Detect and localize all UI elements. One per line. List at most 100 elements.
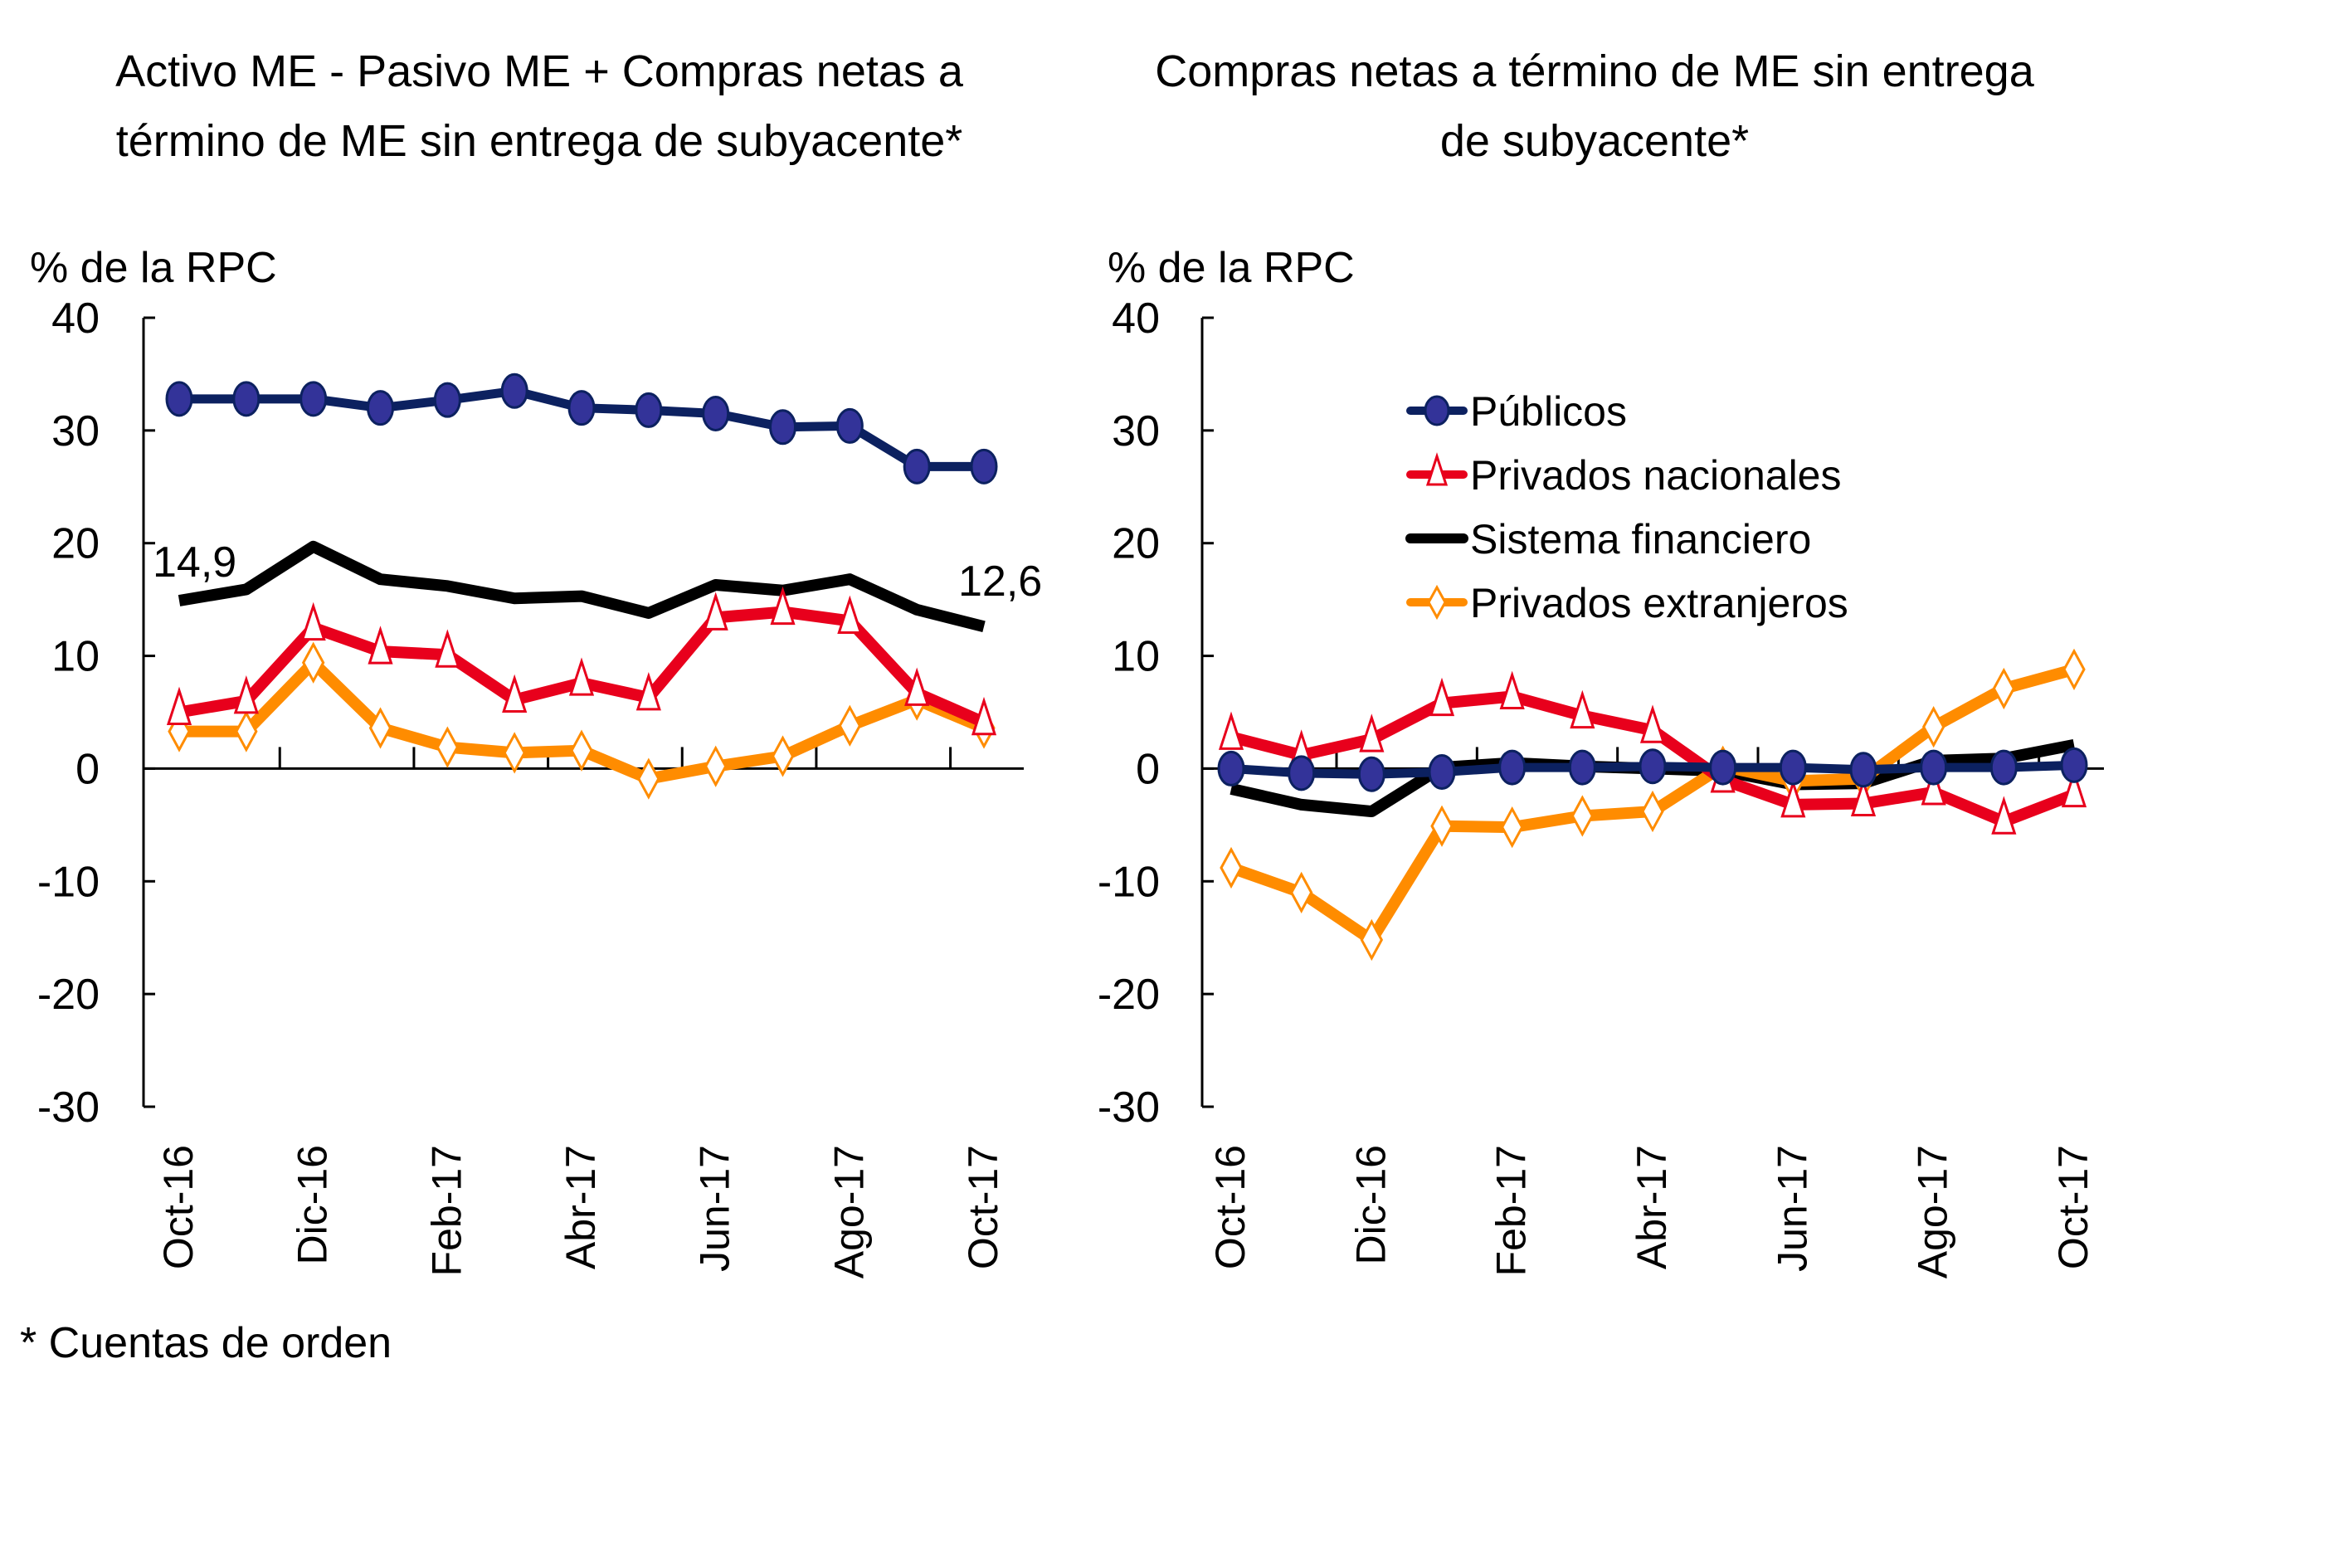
data-point-privados-nacionales xyxy=(502,674,528,713)
data-point-privados-extranjeros xyxy=(704,745,728,787)
legend-label: Privados nacionales xyxy=(1470,452,1842,499)
data-point-privados-extranjeros xyxy=(436,726,460,768)
data-point-privados-nacionales xyxy=(1429,677,1455,717)
data-point-privados-nacionales xyxy=(568,657,595,696)
data-point-publicos xyxy=(1217,750,1245,786)
data-point-publicos xyxy=(1989,749,2018,786)
data-point-privados-extranjeros xyxy=(2062,648,2086,691)
left-chart-y-tick-label: 40 xyxy=(51,295,100,343)
legend-marker-circle xyxy=(1424,395,1450,426)
data-point-publicos xyxy=(1428,754,1456,791)
left-chart-x-tick-label: Oct-16 xyxy=(155,1145,202,1269)
data-point-publicos xyxy=(970,448,998,485)
data-point-privados-nacionales xyxy=(1499,670,1525,709)
legend-marker-diamond xyxy=(1427,584,1447,621)
data-point-privados-nacionales xyxy=(233,675,259,714)
right-chart-x-tick-label: Oct-17 xyxy=(2050,1145,2096,1269)
data-point-publicos xyxy=(1357,756,1385,792)
data-point-publicos xyxy=(165,381,193,417)
annotation-start-value: 14,9 xyxy=(153,538,236,587)
data-point-publicos xyxy=(367,390,394,426)
left-chart-series-sistema-financiero-line xyxy=(178,540,986,633)
data-point-privados-nacionales xyxy=(971,696,997,736)
data-point-publicos xyxy=(500,373,528,409)
data-point-privados-extranjeros xyxy=(838,704,862,747)
right-chart-x-tick-label: Dic-16 xyxy=(1347,1145,1394,1264)
data-point-publicos xyxy=(1709,749,1737,786)
right-chart-x-tick-label: Abr-17 xyxy=(1629,1145,1675,1269)
data-point-privados-extranjeros xyxy=(503,732,526,774)
right-chart-y-unit-label: % de la RPC xyxy=(1108,244,1355,292)
left-chart-y-tick-labels: 40 30 20 10 0 -10 -20 -30 xyxy=(37,295,100,1132)
left-chart: Activo ME - Pasivo ME + Compras netas a … xyxy=(30,46,1042,1278)
right-chart-title-line-1: Compras netas a término de ME sin entreg… xyxy=(1155,46,2034,96)
data-point-publicos xyxy=(1849,752,1877,788)
data-point-publicos xyxy=(769,409,796,446)
left-chart-series-publicos xyxy=(165,373,998,485)
right-chart-y-tick-label: 0 xyxy=(1136,745,1160,793)
right-chart-x-tick-label: Feb-17 xyxy=(1488,1145,1535,1276)
data-point-privados-extranjeros xyxy=(570,729,593,772)
data-point-privados-extranjeros xyxy=(1641,790,1664,833)
left-chart-x-tick-labels: Oct-16 Dic-16 Feb-17 Abr-17 Jun-17 Ago-17 Oct-… xyxy=(155,1145,1006,1278)
left-chart-x-tick-label: Jun-17 xyxy=(692,1145,738,1272)
data-point-privados-extranjeros xyxy=(1570,795,1595,837)
data-point-privados-nacionales xyxy=(1850,777,1877,817)
right-chart-x-tick-label: Ago-17 xyxy=(1910,1145,1956,1278)
legend-marker-triangle xyxy=(1425,452,1449,486)
left-chart-y-tick-label: -20 xyxy=(37,971,100,1019)
data-point-publicos xyxy=(1920,749,1948,786)
right-chart-y-tick-label: 20 xyxy=(1112,520,1160,568)
right-chart-y-tick-labels: 40 30 20 10 0 -10 -20 -30 xyxy=(1098,295,1160,1132)
legend-label: Privados extranjeros xyxy=(1470,580,1848,626)
data-point-publicos xyxy=(1288,755,1316,791)
right-chart-x-tick-label: Jun-17 xyxy=(1769,1145,1815,1272)
annotation-end-value: 12,6 xyxy=(958,558,1042,606)
left-chart-y-tick-label: 0 xyxy=(75,745,100,793)
left-chart-y-unit-label: % de la RPC xyxy=(30,244,277,292)
data-point-publicos xyxy=(635,392,663,428)
legend-label: Sistema financiero xyxy=(1470,516,1811,562)
legend-item-privados-extranjeros: Privados extranjeros xyxy=(1406,580,1848,626)
data-point-privados-nacionales xyxy=(1570,689,1595,729)
data-point-privados-nacionales xyxy=(1218,711,1244,750)
data-point-privados-nacionales xyxy=(837,595,863,634)
data-point-publicos xyxy=(2060,747,2088,783)
data-point-privados-nacionales xyxy=(1359,713,1385,752)
data-point-publicos xyxy=(1779,749,1807,786)
data-point-privados-extranjeros xyxy=(771,735,795,777)
left-chart-y-tick-label: -10 xyxy=(37,858,100,906)
left-chart-y-tick-label: 30 xyxy=(51,407,100,455)
right-chart-series-publicos xyxy=(1217,747,2088,792)
left-chart-axes xyxy=(142,316,1024,1108)
data-point-privados-extranjeros xyxy=(1430,805,1454,847)
data-point-privados-extranjeros xyxy=(235,710,258,752)
left-chart-x-tick-label: Ago-17 xyxy=(825,1145,872,1278)
data-point-privados-nacionales xyxy=(703,592,728,631)
data-point-privados-extranjeros xyxy=(1220,846,1243,889)
right-chart-y-tick-label: 30 xyxy=(1112,407,1160,455)
data-point-privados-nacionales xyxy=(1639,704,1666,743)
legend-item-sistema-financiero: Sistema financiero xyxy=(1405,516,1811,562)
data-point-privados-extranjeros xyxy=(637,757,660,800)
left-chart-x-tick-label: Dic-16 xyxy=(290,1145,336,1264)
data-point-privados-extranjeros xyxy=(368,707,392,749)
left-chart-title-line-2: término de ME sin entrega de subyacente* xyxy=(116,116,963,166)
data-point-privados-nacionales xyxy=(904,667,930,706)
left-chart-series-sistema-financiero xyxy=(178,540,986,633)
right-chart-y-tick-label: 10 xyxy=(1112,633,1160,681)
data-point-privados-nacionales xyxy=(166,686,192,725)
left-chart-x-tick-label: Feb-17 xyxy=(423,1145,470,1276)
left-chart-series-privados-nacionales xyxy=(166,586,997,736)
legend-item-publicos: Públicos xyxy=(1406,388,1627,435)
right-chart-series xyxy=(1217,648,2088,962)
left-chart-x-tick-label: Oct-17 xyxy=(960,1145,1006,1269)
data-point-publicos xyxy=(903,448,931,485)
footnote: * Cuentas de orden xyxy=(20,1319,392,1367)
data-point-privados-extranjeros xyxy=(1500,806,1524,849)
data-point-publicos xyxy=(567,390,596,426)
legend-item-privados-nacionales: Privados nacionales xyxy=(1406,452,1842,499)
right-chart-legend: Públicos Privados nacionales Sistema finan… xyxy=(1405,388,1848,626)
data-point-publicos xyxy=(299,381,328,417)
